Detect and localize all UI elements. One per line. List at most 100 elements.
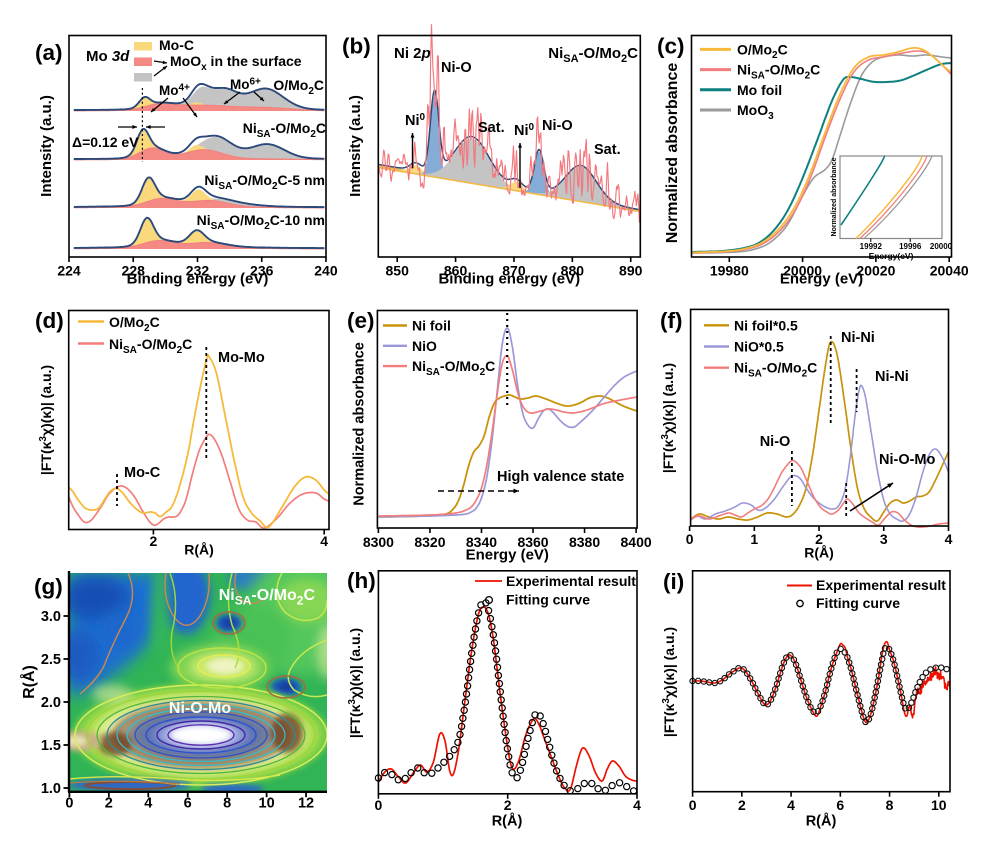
svg-text:Ni 2p: Ni 2p	[394, 45, 431, 62]
svg-text:19992: 19992	[860, 242, 883, 251]
svg-text:2: 2	[105, 796, 113, 812]
svg-text:19996: 19996	[899, 242, 922, 251]
svg-text:Sat.: Sat.	[594, 142, 621, 158]
svg-text:0: 0	[65, 796, 73, 812]
svg-text:NiO: NiO	[412, 338, 437, 354]
svg-text:6: 6	[184, 796, 192, 812]
svg-text:880: 880	[561, 263, 585, 279]
svg-text:4: 4	[787, 797, 795, 813]
svg-text:236: 236	[250, 263, 274, 279]
svg-text:2: 2	[815, 531, 823, 547]
svg-text:Ni-O: Ni-O	[441, 60, 472, 76]
svg-text:Mo-Mo: Mo-Mo	[218, 350, 265, 366]
svg-text:3.0: 3.0	[41, 609, 61, 625]
svg-text:Experimental result: Experimental result	[506, 573, 636, 589]
svg-text:(d): (d)	[35, 308, 64, 333]
svg-text:Intensity (a.u.): Intensity (a.u.)	[347, 95, 364, 197]
svg-text:850: 850	[386, 263, 410, 279]
svg-text:8: 8	[223, 796, 231, 812]
svg-text:2.0: 2.0	[41, 695, 61, 711]
svg-text:|FT(κ3​χ)(κ)| (a.u.): |FT(κ3​χ)(κ)| (a.u.)	[661, 627, 677, 737]
svg-text:Sat.: Sat.	[478, 120, 505, 136]
svg-text:Fitting curve: Fitting curve	[506, 592, 590, 608]
svg-text:R(Å): R(Å)	[19, 665, 38, 699]
svg-text:19980: 19980	[710, 263, 749, 279]
svg-text:Δ=0.12 eV: Δ=0.12 eV	[72, 134, 139, 150]
svg-text:Binding energy (eV): Binding energy (eV)	[438, 271, 580, 288]
svg-text:R(Å): R(Å)	[806, 813, 837, 830]
svg-text:4: 4	[945, 531, 953, 547]
svg-text:Ni foil: Ni foil	[412, 318, 451, 334]
svg-text:Fitting curve: Fitting curve	[816, 595, 900, 611]
svg-text:(g): (g)	[34, 574, 63, 599]
svg-text:870: 870	[502, 263, 526, 279]
svg-text:Mo foil: Mo foil	[737, 82, 782, 98]
svg-text:NiO*0.5: NiO*0.5	[734, 339, 784, 355]
svg-text:0: 0	[375, 797, 383, 813]
svg-text:NiSA​-O/Mo2​C-10 nm: NiSA​-O/Mo2​C-10 nm	[197, 212, 325, 232]
svg-text:1.5: 1.5	[41, 738, 61, 754]
svg-text:Experimental result: Experimental result	[816, 577, 946, 593]
svg-text:8340: 8340	[466, 534, 497, 550]
svg-text:(c): (c)	[657, 34, 685, 59]
svg-text:Mo-C: Mo-C	[124, 465, 161, 481]
svg-text:0: 0	[686, 531, 694, 547]
svg-text:4: 4	[320, 533, 328, 549]
svg-text:4: 4	[144, 796, 152, 812]
svg-text:Ni-O: Ni-O	[760, 434, 791, 450]
svg-text:2: 2	[738, 797, 746, 813]
svg-text:860: 860	[444, 263, 468, 279]
svg-text:6: 6	[836, 797, 844, 813]
svg-text:MoO3​: MoO3​	[737, 102, 774, 122]
svg-text:20020: 20020	[856, 263, 895, 279]
svg-text:Binding energy (eV): Binding energy (eV)	[127, 271, 269, 288]
svg-text:8300: 8300	[363, 534, 394, 550]
svg-text:High valence state: High valence state	[497, 469, 624, 485]
svg-text:Normalized absorbance: Normalized absorbance	[664, 63, 681, 244]
svg-text:10: 10	[931, 797, 947, 813]
svg-text:8320: 8320	[414, 534, 445, 550]
svg-text:NiSA​-O/Mo2​C-5 nm: NiSA​-O/Mo2​C-5 nm	[204, 172, 325, 192]
svg-text:Ni-Ni: Ni-Ni	[875, 369, 909, 385]
svg-text:228: 228	[122, 263, 146, 279]
svg-text:|FT(κ3​χ)(κ)| (a.u.): |FT(κ3​χ)(κ)| (a.u.)	[38, 365, 54, 475]
svg-text:8400: 8400	[621, 534, 652, 550]
svg-text:(e): (e)	[347, 308, 375, 333]
svg-text:R(Å): R(Å)	[184, 542, 214, 558]
svg-text:10: 10	[259, 796, 275, 812]
svg-text:8380: 8380	[569, 534, 600, 550]
svg-text:Ni-Ni: Ni-Ni	[841, 330, 875, 346]
svg-text:20000: 20000	[930, 242, 953, 251]
svg-text:(h): (h)	[347, 568, 376, 593]
svg-text:890: 890	[619, 263, 643, 279]
svg-text:Normalized absorbance: Normalized absorbance	[352, 342, 368, 506]
svg-text:(b): (b)	[342, 34, 371, 59]
svg-text:3: 3	[880, 531, 888, 547]
svg-text:Intensity (a.u.): Intensity (a.u.)	[38, 95, 55, 197]
svg-text:2.5: 2.5	[41, 652, 61, 668]
svg-text:|FT(κ3​χ)(κ)| (a.u.): |FT(κ3​χ)(κ)| (a.u.)	[660, 363, 676, 473]
svg-text:240: 240	[314, 263, 338, 279]
svg-text:232: 232	[186, 263, 210, 279]
svg-text:0: 0	[689, 797, 697, 813]
svg-text:2: 2	[150, 533, 158, 549]
svg-text:Ni foil*0.5: Ni foil*0.5	[734, 317, 798, 333]
svg-text:12: 12	[298, 796, 314, 812]
svg-text:224: 224	[57, 263, 81, 279]
svg-text:R(Å): R(Å)	[492, 813, 523, 830]
svg-text:8: 8	[886, 797, 894, 813]
svg-text:1.0: 1.0	[41, 781, 61, 797]
svg-text:8360: 8360	[517, 534, 548, 550]
svg-text:Energy (eV): Energy (eV)	[780, 271, 863, 288]
svg-text:(i): (i)	[663, 569, 684, 594]
svg-text:|FT(κ3​χ)(κ)| (a.u.): |FT(κ3​χ)(κ)| (a.u.)	[347, 628, 363, 738]
svg-text:2: 2	[504, 797, 512, 813]
svg-text:Ni-O: Ni-O	[542, 118, 573, 134]
svg-text:Mo 3d: Mo 3d	[86, 48, 130, 65]
svg-text:Energy(eV): Energy(eV)	[869, 251, 914, 261]
svg-text:(f): (f)	[660, 308, 682, 333]
svg-text:Normalized absorbance: Normalized absorbance	[831, 157, 838, 236]
svg-text:Ni-O-Mo: Ni-O-Mo	[169, 700, 231, 717]
svg-text:Ni-O-Mo: Ni-O-Mo	[879, 452, 936, 468]
svg-text:(a): (a)	[35, 40, 63, 65]
